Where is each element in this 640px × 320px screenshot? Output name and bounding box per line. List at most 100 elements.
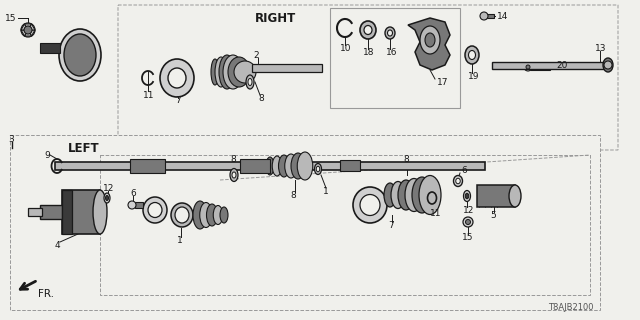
Text: 14: 14	[497, 12, 508, 20]
Bar	[40, 205, 62, 219]
Ellipse shape	[266, 157, 274, 175]
Text: 9: 9	[44, 150, 50, 159]
Bar	[62, 190, 72, 234]
Text: 2: 2	[253, 51, 259, 60]
Ellipse shape	[160, 59, 194, 97]
Ellipse shape	[314, 164, 321, 174]
Ellipse shape	[248, 78, 252, 85]
Bar	[477, 185, 515, 207]
Text: 1: 1	[323, 187, 329, 196]
Ellipse shape	[193, 201, 207, 229]
Ellipse shape	[468, 51, 476, 60]
Bar	[55, 162, 485, 170]
Text: 7: 7	[388, 220, 394, 229]
Ellipse shape	[64, 34, 96, 76]
Ellipse shape	[272, 156, 282, 176]
Polygon shape	[28, 30, 35, 36]
Text: LEFT: LEFT	[68, 141, 100, 155]
Polygon shape	[21, 30, 28, 36]
Ellipse shape	[465, 193, 468, 199]
Bar	[486, 14, 494, 18]
Text: 16: 16	[386, 47, 397, 57]
Ellipse shape	[391, 181, 405, 209]
Ellipse shape	[106, 196, 109, 201]
Text: 11: 11	[430, 209, 442, 218]
Ellipse shape	[297, 152, 313, 180]
Bar	[252, 64, 322, 72]
Text: 11: 11	[143, 91, 154, 100]
Ellipse shape	[171, 203, 193, 227]
Text: 5: 5	[490, 211, 496, 220]
Text: 7: 7	[175, 95, 180, 105]
Ellipse shape	[285, 154, 297, 178]
Text: 12: 12	[463, 205, 474, 214]
Text: 19: 19	[468, 71, 479, 81]
Bar	[492, 62, 607, 69]
Ellipse shape	[223, 55, 243, 89]
Bar	[135, 202, 143, 208]
Ellipse shape	[412, 177, 432, 213]
Ellipse shape	[425, 33, 435, 47]
Ellipse shape	[215, 57, 227, 87]
Ellipse shape	[228, 57, 250, 87]
Text: 17: 17	[437, 77, 449, 86]
Text: 1: 1	[177, 236, 183, 244]
Ellipse shape	[278, 155, 289, 177]
Ellipse shape	[364, 26, 372, 35]
Ellipse shape	[168, 68, 186, 88]
Polygon shape	[24, 24, 31, 30]
Ellipse shape	[316, 166, 320, 172]
Bar	[40, 43, 60, 53]
Text: T8AJB2100: T8AJB2100	[548, 303, 593, 313]
Ellipse shape	[465, 46, 479, 64]
Ellipse shape	[175, 207, 189, 223]
Ellipse shape	[603, 58, 613, 72]
Ellipse shape	[360, 195, 380, 215]
Bar	[530, 65, 550, 70]
Polygon shape	[24, 30, 31, 36]
Ellipse shape	[291, 153, 305, 179]
Bar	[130, 159, 165, 173]
Ellipse shape	[420, 26, 440, 54]
Text: 13: 13	[595, 44, 607, 52]
Ellipse shape	[234, 61, 256, 83]
Text: 8: 8	[290, 190, 296, 199]
Circle shape	[24, 26, 32, 34]
Polygon shape	[100, 155, 590, 295]
Text: 15: 15	[462, 233, 474, 242]
Bar	[28, 208, 42, 216]
Circle shape	[524, 63, 532, 71]
Bar	[330, 8, 460, 108]
Text: 8: 8	[230, 155, 236, 164]
Ellipse shape	[213, 205, 223, 225]
Ellipse shape	[509, 185, 521, 207]
Ellipse shape	[148, 203, 162, 218]
Bar	[62, 190, 100, 234]
Circle shape	[128, 201, 136, 209]
Text: 6: 6	[461, 165, 467, 174]
Ellipse shape	[211, 59, 219, 85]
Ellipse shape	[143, 197, 167, 223]
Polygon shape	[118, 5, 618, 180]
Text: 15: 15	[5, 13, 17, 22]
Text: 6: 6	[130, 188, 136, 197]
Ellipse shape	[207, 204, 218, 226]
Bar	[340, 160, 360, 171]
Ellipse shape	[405, 179, 423, 212]
Ellipse shape	[360, 21, 376, 39]
Text: RIGHT: RIGHT	[255, 12, 296, 25]
Ellipse shape	[456, 178, 460, 184]
Text: 18: 18	[363, 47, 374, 57]
Ellipse shape	[220, 207, 228, 223]
Ellipse shape	[454, 175, 463, 187]
Ellipse shape	[232, 172, 236, 178]
Circle shape	[21, 23, 35, 37]
Text: 20: 20	[556, 60, 568, 69]
Ellipse shape	[59, 29, 101, 81]
Text: FR.: FR.	[38, 289, 54, 299]
Ellipse shape	[385, 27, 395, 39]
Ellipse shape	[200, 203, 212, 228]
Text: 8: 8	[258, 93, 264, 102]
Ellipse shape	[219, 55, 235, 89]
Text: 3: 3	[8, 134, 13, 143]
